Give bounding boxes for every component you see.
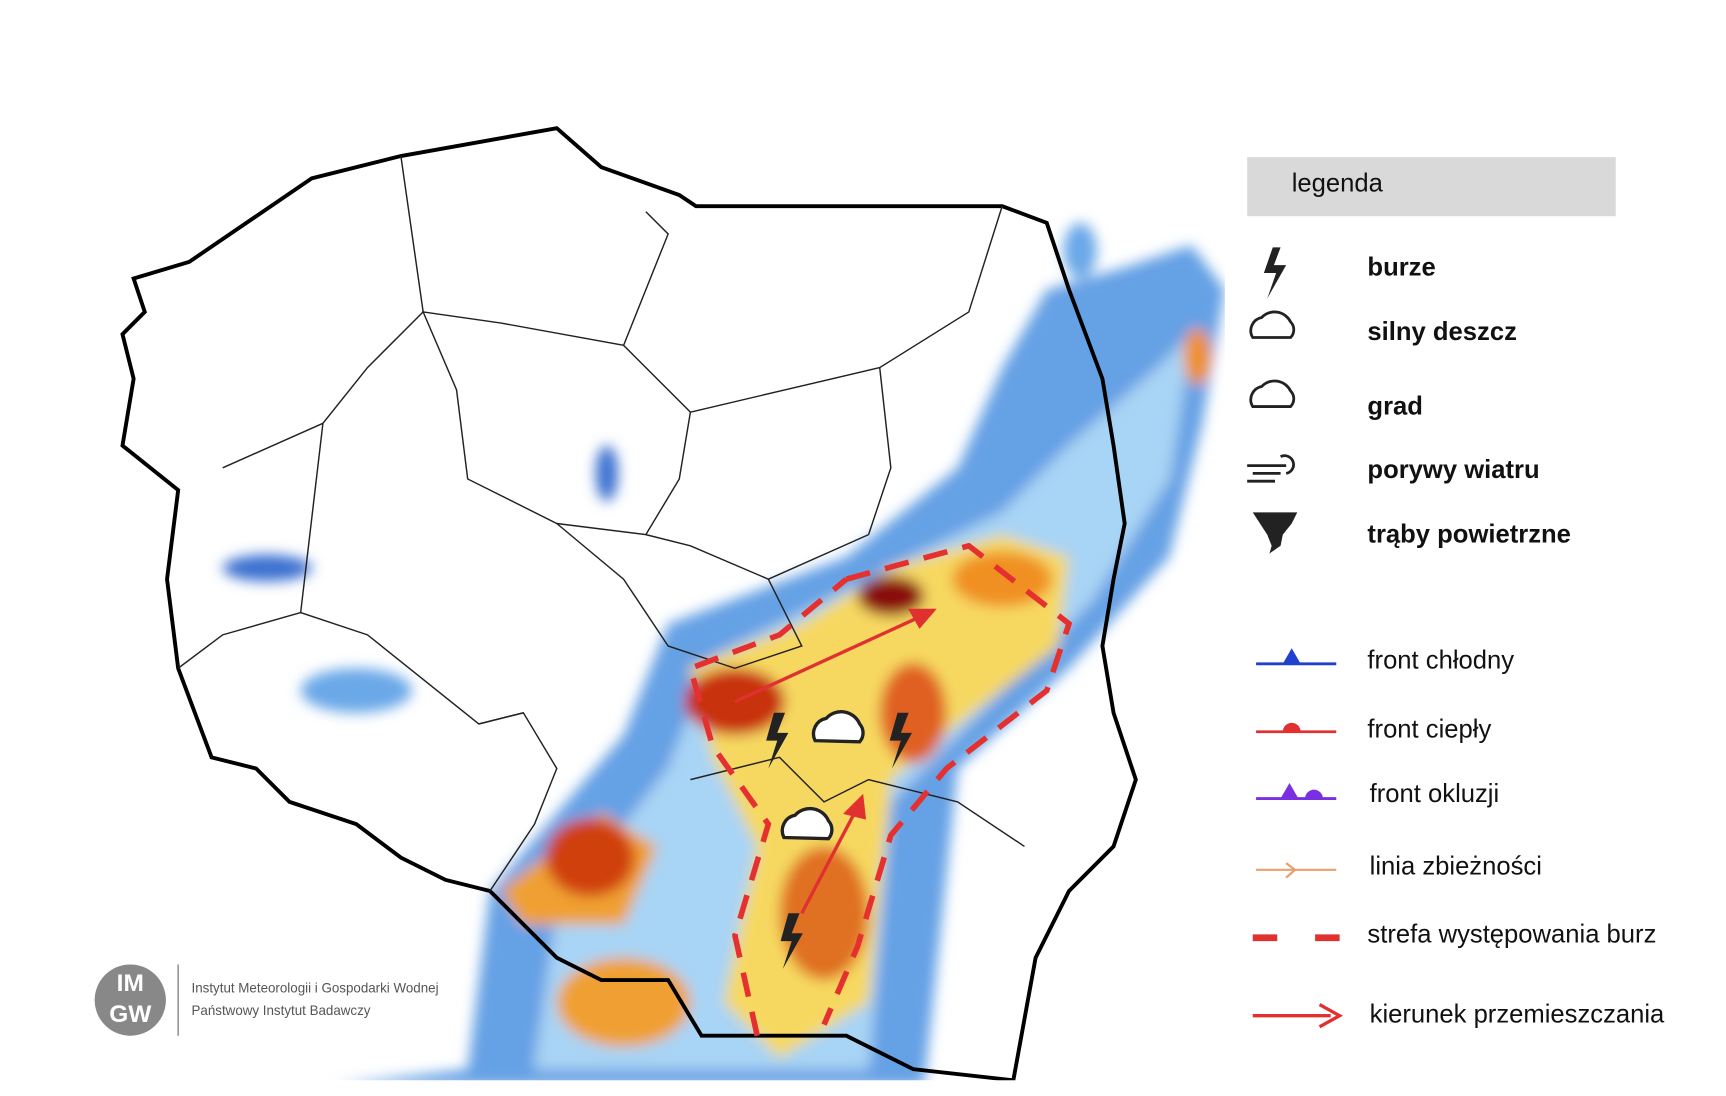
legend-label: front ciepły bbox=[1367, 715, 1491, 743]
legend-label: grad bbox=[1367, 392, 1423, 420]
radar bbox=[222, 222, 1225, 1081]
bolts bbox=[766, 712, 912, 969]
legend-label: trąby powietrzne bbox=[1367, 521, 1571, 549]
legend-title: legenda bbox=[1292, 170, 1384, 198]
legend-label: strefa występowania burz bbox=[1367, 920, 1656, 948]
logo-mark: GW bbox=[109, 1001, 152, 1028]
rain-icons bbox=[780, 710, 865, 841]
logo-mark: IM bbox=[117, 970, 144, 997]
legend-labels: burze silny deszcz grad porywy wiatru tr… bbox=[1367, 253, 1665, 1028]
legend-label: linia zbieżności bbox=[1370, 852, 1542, 880]
legend-label: front chłodny bbox=[1367, 646, 1514, 674]
logo-line: Państwowy Instytut Badawczy bbox=[192, 1003, 371, 1018]
legend-label: front okluzji bbox=[1370, 780, 1500, 808]
legend-label: silny deszcz bbox=[1367, 318, 1516, 346]
legend-label: kierunek przemieszczania bbox=[1370, 1000, 1665, 1028]
legend-symbols bbox=[1247, 247, 1344, 1029]
legend-header bbox=[1247, 157, 1616, 217]
legend-label: burze bbox=[1367, 253, 1435, 281]
legend-label: porywy wiatru bbox=[1367, 456, 1539, 484]
map bbox=[120, 126, 1225, 1081]
logo-line: Instytut Meteorologii i Gospodarki Wodne… bbox=[192, 980, 439, 995]
logo: IM GW Instytut Meteorologii i Gospodarki… bbox=[94, 964, 439, 1036]
